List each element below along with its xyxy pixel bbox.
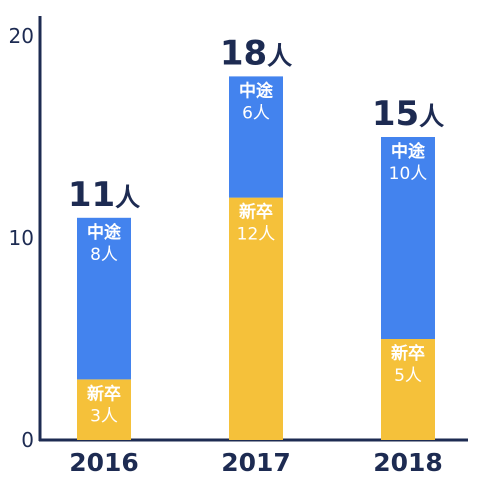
bar-segment bbox=[381, 339, 435, 440]
x-tick-label: 2016 bbox=[69, 448, 139, 477]
segment-series-label: 中途 bbox=[239, 80, 274, 101]
bar-segment bbox=[229, 76, 283, 198]
segment-series-label: 新卒 bbox=[239, 202, 273, 223]
x-tick-label: 2017 bbox=[221, 448, 291, 477]
bar-segment bbox=[77, 217, 131, 380]
segment-series-label: 新卒 bbox=[87, 383, 121, 404]
segment-value-label: 5人 bbox=[394, 366, 422, 386]
segment-value-label: 3人 bbox=[90, 406, 118, 426]
segment-value-label: 12人 bbox=[237, 225, 276, 245]
bar-total-label: 18人 bbox=[220, 33, 292, 73]
bar-total-label: 15人 bbox=[372, 94, 444, 134]
segment-value-label: 8人 bbox=[90, 245, 118, 265]
segment-value-label: 10人 bbox=[389, 164, 428, 184]
y-tick-label: 0 bbox=[21, 428, 34, 452]
bar-segment bbox=[381, 137, 435, 339]
y-tick-label: 20 bbox=[9, 24, 34, 48]
segment-series-label: 中途 bbox=[87, 222, 122, 243]
x-tick-label: 2018 bbox=[373, 448, 443, 477]
segment-series-label: 新卒 bbox=[391, 343, 425, 364]
bar-total-label: 11人 bbox=[68, 175, 140, 215]
y-tick-label: 10 bbox=[9, 226, 34, 250]
bar-segment bbox=[229, 197, 283, 440]
segment-series-label: 中途 bbox=[391, 141, 426, 162]
segment-value-label: 6人 bbox=[242, 103, 270, 123]
bar-segment bbox=[77, 379, 131, 440]
